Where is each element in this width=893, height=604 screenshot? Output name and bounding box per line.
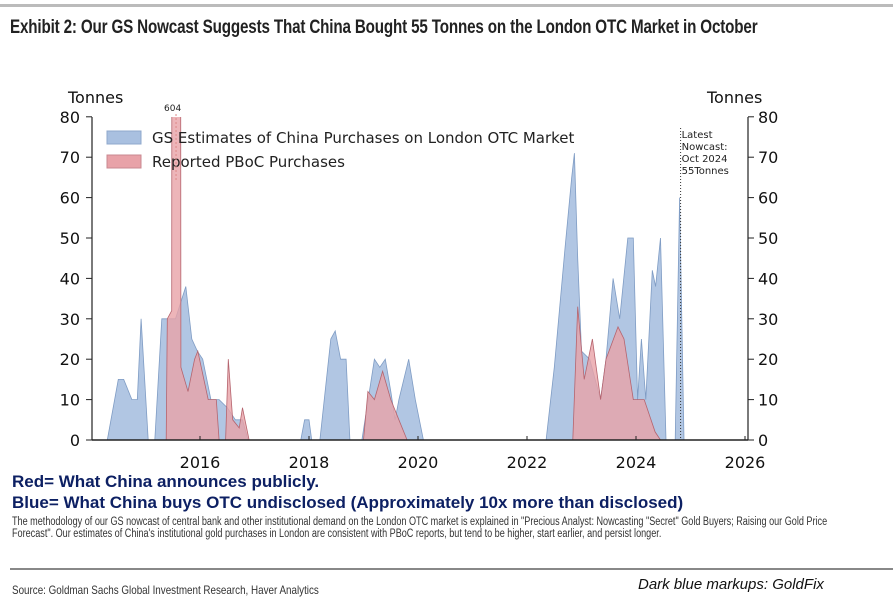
- x-tick-label: 2018: [289, 453, 330, 470]
- y-tick-label-right: 10: [758, 391, 778, 410]
- y-tick-label-right: 70: [758, 148, 778, 167]
- legend: GS Estimates of China Purchases on Londo…: [106, 129, 575, 171]
- nowcast-annotation: Latest: [682, 130, 713, 141]
- nowcast-annotation: Nowcast:: [682, 142, 728, 153]
- x-tick-label: 2020: [398, 453, 439, 470]
- area-series-1: [165, 117, 662, 441]
- exhibit-title: Exhibit 2: Our GS Nowcast Suggests That …: [10, 17, 758, 38]
- top-rule: [0, 4, 893, 7]
- legend-swatch-gs: [106, 130, 142, 145]
- source-note: Source: Goldman Sachs Global Investment …: [12, 583, 319, 597]
- red-markup-note: Red= What China announces publicly.: [12, 472, 320, 491]
- y-tick-label-left: 30: [60, 310, 80, 329]
- x-tick-label: 2022: [507, 453, 548, 470]
- legend-label-pboc: Reported PBoC Purchases: [152, 153, 345, 171]
- y-tick-label-left: 20: [60, 350, 80, 369]
- y-tick-label-left: 80: [60, 108, 80, 127]
- y-tick-label-left: 40: [60, 269, 80, 288]
- y-tick-label-left: 60: [60, 189, 80, 208]
- y-tick-label-left: 0: [70, 431, 80, 450]
- y-tick-label-right: 20: [758, 350, 778, 369]
- y-tick-label-left: 50: [60, 229, 80, 248]
- footnote: The methodology of our GS nowcast of cen…: [12, 516, 828, 540]
- y-tick-label-left: 10: [60, 391, 80, 410]
- y-tick-label-right: 40: [758, 269, 778, 288]
- y-tick-label-left: 70: [60, 148, 80, 167]
- spike-label: 604: [164, 104, 181, 114]
- separator: [10, 568, 893, 570]
- x-tick-label: 2026: [725, 453, 766, 470]
- blue-markup-note: Blue= What China buys OTC undisclosed (A…: [12, 493, 684, 512]
- y-tick-label-right: 50: [758, 229, 778, 248]
- legend-swatch-pboc: [106, 154, 142, 169]
- y-tick-label-right: 0: [758, 431, 768, 450]
- y-axis-label-right: Tonnes: [706, 88, 762, 107]
- legend-label-gs: GS Estimates of China Purchases on Londo…: [152, 129, 575, 147]
- x-tick-label: 2024: [616, 453, 657, 470]
- y-tick-label-right: 30: [758, 310, 778, 329]
- nowcast-annotation: 55Tonnes: [682, 166, 729, 177]
- nowcast-annotation: Oct 2024: [682, 154, 728, 165]
- y-axis-label-left: Tonnes: [67, 88, 123, 107]
- y-tick-label-right: 80: [758, 108, 778, 127]
- markup-credit: Dark blue markups: GoldFix: [638, 576, 824, 593]
- y-tick-label-right: 60: [758, 189, 778, 208]
- x-tick-label: 2016: [180, 453, 221, 470]
